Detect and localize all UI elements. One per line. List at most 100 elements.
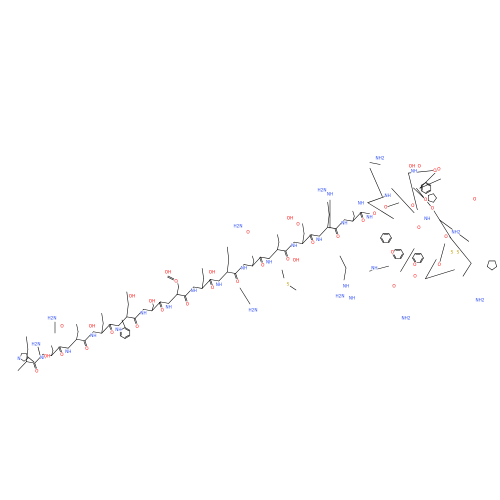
side-chain-bond [327,214,330,228]
amide-nitrogen-label: NH [40,355,46,360]
serine-hydroxyl-label: OH [209,270,215,275]
amide-nitrogen-label: NH [366,215,372,220]
atom-label-layer: ONHONHONHONHONHONHONHONHONHONHONHONHONHO… [17,155,485,374]
amide-nitrogen-label-backdrop [40,355,47,361]
carbonyl-oxygen-label: O [236,279,240,284]
carbonyl-bond [185,295,188,303]
carbonyl-bond [158,301,162,309]
cluster-bond [367,202,394,219]
imidazole-ring-bond [23,358,29,362]
arginine-imine-label: NH [349,296,355,301]
backbone-bond [93,331,102,334]
side-chain-bond [339,255,347,269]
arginine-amine-label: H2N [336,294,345,299]
side-chain-bond [244,295,251,305]
serine-hydroxyl-label-backdrop [148,298,156,304]
amide-nitrogen-label: NH [241,266,247,271]
cluster-nitrogen-label: NH [358,201,364,206]
glutamine-oxygen-label-backdrop [246,229,250,235]
serine-hydroxyl-label-backdrop [208,269,216,275]
cluster-oxygen-label: O [411,203,415,208]
threonine-hydroxyl-label: OH [129,294,135,299]
carbonyl-bond [58,346,62,354]
cluster-oxygen-label-backdrop [384,204,388,210]
amide-nitrogen-label-backdrop [341,220,348,226]
carbonyl-bond [235,273,238,280]
amide-nitrogen-label: NH [316,237,322,242]
cluster-bond [408,172,418,211]
carbonyl-bond [84,340,88,347]
cluster-amine-label-backdrop [451,229,461,235]
carbonyl-bond [335,228,339,235]
amide-nitrogen-label-backdrop [65,349,72,355]
cluster-oxygen-label: O [444,234,448,239]
carbonyl-oxygen-label: O [311,240,315,245]
n-terminal-amine-label-backdrop [31,341,41,347]
amide-nitrogen-label-backdrop [240,265,248,271]
carbonyl-oxygen-label-backdrop [361,217,365,223]
backbone-bond [302,234,312,244]
tryptophan-ring-bond [420,182,427,186]
cluster-oxygen-label: O [384,205,388,210]
carbonyl-bond [134,318,138,325]
cluster-oxygen-label-backdrop [444,234,448,240]
cluster-bond [385,202,400,208]
carbonyl-oxygen-label-backdrop [235,278,240,285]
carbonyl-oxygen-label: O [211,285,215,290]
disulfide-sulfur-label-backdrop [456,249,460,255]
glutamine-amide-label-backdrop [233,223,243,229]
backbone-bond [143,309,153,312]
backbone-bond [243,264,253,267]
phenyl-ring-bond [124,335,131,339]
backbone-bond [352,211,362,222]
arginine-guanidine-label: H2N [318,188,327,193]
amide-nitrogen-label-backdrop [190,287,197,294]
imidazole-nitrogen-label-backdrop [17,355,21,361]
carbonyl-bond [310,234,314,241]
cluster-oxygen-label-backdrop [390,249,395,255]
aspartate-hydroxyl-label-backdrop [164,269,172,275]
side-chain-bond [327,201,330,215]
cluster-nitrogen-label: NH [384,193,390,198]
amide-nitrogen-label-backdrop [291,243,298,249]
side-chain-bond [121,319,126,328]
cluster-oxygen-label: O [437,167,441,172]
amide-nitrogen-label-backdrop [316,237,323,243]
serine-hydroxyl-label-backdrop [43,353,51,359]
side-chain-bond [252,255,255,262]
side-chain-bond [277,241,280,250]
backbone-bond [226,271,236,274]
carbonyl-bond [167,276,174,281]
cluster-oxygen-label-backdrop [392,283,396,289]
imidazole-nitrogen-label: N [17,356,20,361]
cluster-phenyl-ring-bond [380,232,384,239]
cluster-phenyl-ring-aromatic-bond [413,257,417,263]
amide-nitrogen-label-backdrop [90,332,97,338]
carbonyl-oxygen-label-backdrop [286,256,290,262]
carbonyl-oxygen-label: O [261,263,265,268]
side-chain-bond [176,286,179,295]
amide-nitrogen-label-backdrop [215,281,222,288]
side-chain-bond [239,287,246,297]
aspartate-oxygen-label-backdrop [174,278,178,284]
disulfide-sulfur-label: S [457,250,460,255]
carbonyl-bond [359,212,363,219]
cluster-oxygen-label: O [418,164,422,169]
arginine-amine-label-backdrop [335,293,345,299]
carbonyl-bond [360,211,364,219]
backbone-bond [319,226,328,237]
cluster-phenyl-ring-bond [388,232,392,239]
carbonyl-bond [160,301,163,309]
cluster-oxygen-label-backdrop [417,163,422,169]
backbone-bond [277,249,287,252]
bond [37,346,41,356]
cluster-bond [369,162,381,165]
cluster-phenyl-ring-aromatic-bond [381,237,385,243]
cluster-amide-label: NH2 [402,316,411,321]
carbonyl-bond [209,279,212,287]
backbone-bond [67,338,77,349]
glutamine-amide-label: H2N [234,224,243,229]
cluster-nitrogen-label-backdrop [424,215,431,222]
amide-nitrogen-label-backdrop [165,304,172,310]
backbone-bond [252,256,262,267]
